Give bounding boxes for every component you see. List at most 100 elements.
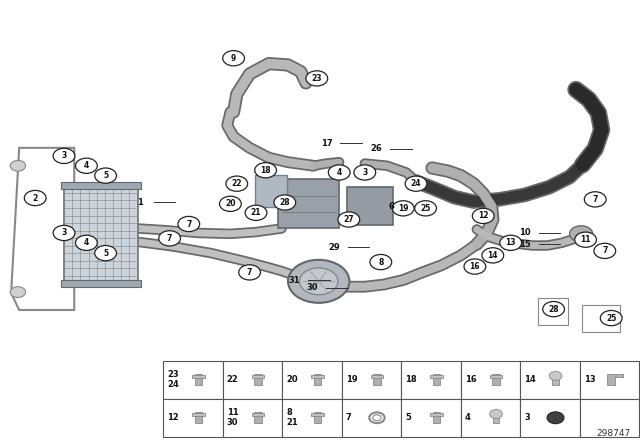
Circle shape (415, 201, 436, 216)
Bar (430, 375, 443, 378)
Bar (254, 412, 262, 423)
Text: 16: 16 (465, 375, 476, 384)
Text: 23
24: 23 24 (167, 370, 179, 389)
Text: 12: 12 (478, 211, 488, 220)
Circle shape (392, 201, 414, 216)
Text: 22: 22 (232, 179, 242, 188)
Bar (347, 187, 393, 225)
Circle shape (464, 259, 486, 274)
Circle shape (575, 232, 596, 247)
Text: 4: 4 (465, 413, 470, 422)
Circle shape (600, 310, 622, 326)
Text: 17: 17 (321, 139, 332, 148)
Bar (493, 414, 499, 423)
Text: 21: 21 (251, 208, 261, 217)
Text: 12: 12 (167, 413, 179, 422)
Circle shape (338, 212, 360, 227)
Bar (342, 399, 401, 437)
Text: 24: 24 (411, 179, 421, 188)
Bar (373, 375, 381, 385)
Circle shape (288, 260, 349, 303)
Text: 3: 3 (362, 168, 367, 177)
Bar (64, 185, 138, 283)
Text: 18: 18 (260, 166, 271, 175)
Circle shape (245, 205, 267, 220)
Circle shape (226, 176, 248, 191)
Circle shape (159, 231, 180, 246)
Circle shape (239, 265, 260, 280)
Bar (282, 361, 342, 399)
Circle shape (354, 165, 376, 180)
Circle shape (500, 235, 522, 250)
Circle shape (370, 254, 392, 270)
Bar (520, 399, 580, 437)
Text: 27: 27 (344, 215, 354, 224)
Bar (195, 375, 202, 385)
Text: 7: 7 (247, 268, 252, 277)
Text: 7: 7 (346, 413, 351, 422)
Circle shape (328, 165, 350, 180)
Bar (492, 375, 500, 385)
Bar (401, 361, 461, 399)
Text: 9: 9 (231, 54, 236, 63)
Circle shape (24, 190, 46, 206)
Text: 25: 25 (606, 314, 616, 323)
Circle shape (306, 71, 328, 86)
Bar (252, 413, 264, 416)
Text: 13: 13 (584, 375, 595, 384)
Text: 29: 29 (328, 243, 340, 252)
Circle shape (10, 287, 26, 297)
Circle shape (274, 195, 296, 210)
Circle shape (10, 160, 26, 171)
Circle shape (95, 246, 116, 261)
Text: 4: 4 (84, 161, 89, 170)
Text: 3: 3 (61, 151, 67, 160)
Circle shape (76, 235, 97, 250)
Bar (195, 412, 202, 423)
Bar (520, 361, 580, 399)
Text: 4: 4 (84, 238, 89, 247)
Bar (461, 399, 520, 437)
Text: 8: 8 (378, 258, 383, 267)
Circle shape (95, 168, 116, 183)
Circle shape (543, 302, 564, 317)
Bar (461, 361, 520, 399)
Bar (192, 375, 205, 378)
Text: 298747: 298747 (596, 429, 630, 438)
Bar (255, 175, 287, 207)
Circle shape (482, 248, 504, 263)
Bar (433, 375, 440, 385)
Bar (223, 399, 282, 437)
Text: 10: 10 (519, 228, 531, 237)
Bar (314, 375, 321, 385)
Circle shape (594, 243, 616, 258)
Bar (61, 182, 141, 189)
Bar (433, 412, 440, 423)
Text: 28: 28 (548, 305, 559, 314)
Bar (314, 412, 321, 423)
Text: 19: 19 (346, 375, 357, 384)
Text: 26: 26 (371, 144, 382, 153)
Text: 7: 7 (593, 195, 598, 204)
Bar (282, 399, 342, 437)
Bar (163, 361, 223, 399)
Text: 14: 14 (488, 251, 498, 260)
Bar (254, 375, 262, 385)
Circle shape (549, 371, 562, 380)
Text: 25: 25 (420, 204, 431, 213)
Text: 4: 4 (337, 168, 342, 177)
Text: 31: 31 (289, 276, 300, 284)
Text: 5: 5 (103, 171, 108, 180)
Bar (192, 413, 205, 416)
Text: 3: 3 (524, 413, 530, 422)
Text: 14: 14 (524, 375, 536, 384)
Circle shape (570, 226, 593, 242)
Text: 16: 16 (470, 262, 480, 271)
Text: 28: 28 (280, 198, 290, 207)
Circle shape (405, 176, 427, 191)
Circle shape (223, 51, 244, 66)
Circle shape (76, 158, 97, 173)
Circle shape (255, 163, 276, 178)
Bar (61, 280, 141, 287)
Text: 8
21: 8 21 (286, 408, 298, 427)
